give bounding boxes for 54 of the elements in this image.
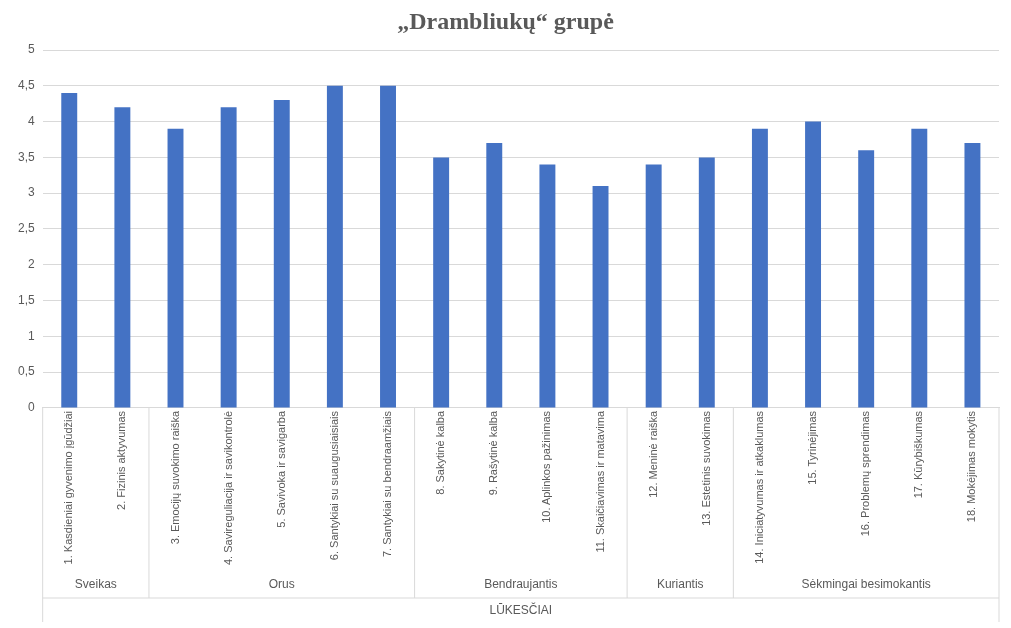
- x-tick-label: 2. Fizinis aktyvumas: [115, 410, 128, 510]
- y-tick-label: 1,5: [17, 292, 35, 307]
- bar: [433, 157, 450, 408]
- bar: [858, 150, 875, 408]
- y-tick-label: 3,5: [17, 149, 35, 164]
- x-tick-label: 6. Santykiai su suaugusiaisiais: [327, 410, 340, 561]
- x-tick-label: 18. Mokėjimas mokytis: [965, 410, 978, 523]
- x-tick-label: 12. Meninė raiška: [646, 410, 659, 498]
- bar: [380, 85, 396, 408]
- y-tick-label: 2,5: [17, 221, 35, 236]
- bar: [61, 92, 78, 408]
- x-tick-label: 3. Emocijų suvokimo raiška: [168, 410, 181, 545]
- text: Sėkmingai besimokantis: [801, 577, 931, 592]
- bar: [486, 143, 503, 408]
- text: Sveikas: [74, 577, 117, 592]
- x-tick-label: 7. Santykiai su bendraamžiais: [381, 410, 394, 558]
- bar: [751, 128, 768, 408]
- bar: [326, 85, 343, 408]
- y-tick-label: 4,5: [17, 78, 35, 93]
- x-tick-label: 17. Kūrybiškumas: [912, 410, 925, 499]
- bar: [539, 164, 556, 408]
- y-tick-label: 3: [27, 185, 35, 200]
- text: Kuriantis: [656, 577, 704, 592]
- x-tick-label: 16. Problemų sprendimas: [859, 410, 872, 537]
- x-tick-label: 8. Sakytinė kalba: [434, 410, 447, 495]
- x-tick-label: 5. Savivoka ir savigarba: [274, 410, 287, 528]
- y-tick-label: 5: [27, 42, 35, 57]
- x-tick-label: 11. Skaičiavimas ir matavima: [593, 410, 606, 553]
- bar: [114, 107, 131, 408]
- x-tick-label: 10. Aplinkos pažinimas: [540, 410, 553, 523]
- chart-title: „Drambliukų“ grupė: [396, 8, 615, 35]
- y-tick-label: 1: [27, 328, 35, 343]
- y-tick-label: 0: [27, 400, 35, 415]
- bar: [964, 143, 981, 408]
- bar: [167, 128, 184, 408]
- x-tick-label: 15. Tyrinėjimas: [806, 410, 819, 485]
- y-tick-label: 2: [27, 257, 35, 272]
- x-axis-title: LŪKESČIAI: [489, 602, 553, 618]
- y-tick-label: 0,5: [17, 364, 35, 379]
- bar: [592, 186, 609, 408]
- x-tick-label: 14. Iniciatyvumas ir atkaklumas: [752, 410, 765, 564]
- bar: [273, 100, 290, 408]
- x-tick-label: 9. Rašytinė kalba: [487, 410, 500, 496]
- text: Orus: [268, 577, 295, 592]
- bar: [911, 128, 928, 408]
- bar: [805, 121, 822, 408]
- bar: [220, 107, 237, 408]
- x-tick-label: 1. Kasdieniai gyvenimo įgūdžiai: [62, 410, 75, 565]
- bar: [645, 164, 662, 408]
- text: Bendraujantis: [484, 577, 558, 592]
- x-tick-label: 13. Estetinis suvokimas: [699, 410, 712, 526]
- y-tick-label: 4: [27, 113, 35, 128]
- bar: [698, 157, 715, 408]
- x-tick-label: 4. Savireguliacija ir savikontrolė: [221, 410, 234, 566]
